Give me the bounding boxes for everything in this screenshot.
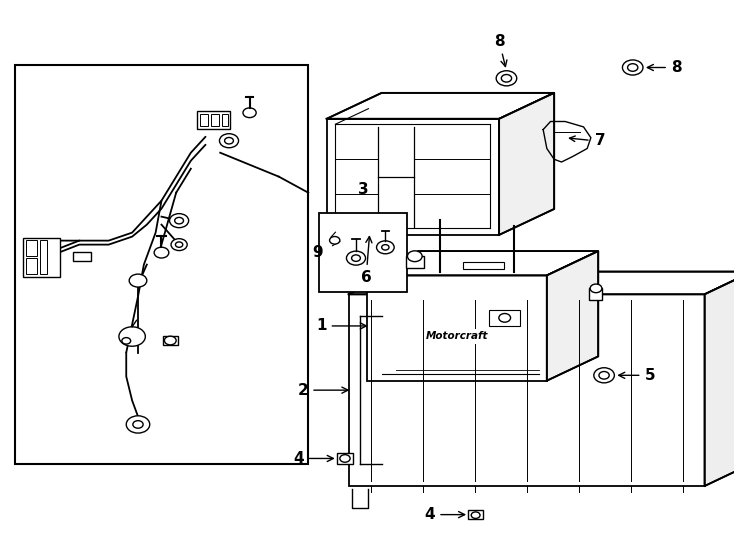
Bar	[222, 114, 228, 126]
Text: 6: 6	[360, 237, 372, 285]
Bar	[26, 240, 37, 256]
Circle shape	[129, 274, 147, 287]
Circle shape	[407, 251, 422, 261]
Bar	[26, 258, 37, 274]
Text: 4: 4	[425, 507, 465, 522]
Polygon shape	[705, 272, 734, 486]
Circle shape	[133, 421, 143, 428]
Circle shape	[496, 71, 517, 86]
Bar	[200, 114, 208, 126]
Text: 2: 2	[297, 383, 348, 397]
Circle shape	[122, 338, 131, 344]
Bar	[15, 65, 308, 464]
Bar	[319, 213, 407, 292]
Bar	[468, 510, 483, 519]
Polygon shape	[499, 93, 554, 235]
Text: 8: 8	[494, 33, 507, 66]
Bar	[337, 453, 353, 464]
Circle shape	[599, 372, 609, 379]
Bar	[211, 114, 219, 126]
Circle shape	[499, 314, 511, 322]
Text: 5: 5	[619, 368, 655, 383]
Circle shape	[352, 255, 360, 261]
Bar	[40, 240, 47, 274]
Circle shape	[382, 245, 389, 250]
Circle shape	[340, 455, 350, 462]
Text: 4: 4	[294, 451, 333, 466]
Circle shape	[330, 237, 340, 244]
Circle shape	[622, 60, 643, 75]
Bar	[197, 111, 230, 129]
Polygon shape	[547, 251, 598, 381]
Bar	[349, 294, 705, 486]
Polygon shape	[367, 251, 598, 275]
Bar	[490, 310, 520, 326]
Circle shape	[594, 368, 614, 383]
Bar	[406, 256, 424, 268]
Circle shape	[243, 108, 256, 118]
Text: 3: 3	[358, 182, 368, 197]
Circle shape	[590, 284, 602, 293]
Text: 9: 9	[312, 245, 322, 260]
Text: 8: 8	[647, 60, 681, 75]
Circle shape	[175, 218, 184, 224]
Circle shape	[164, 336, 176, 345]
Circle shape	[501, 75, 512, 82]
Circle shape	[175, 242, 183, 247]
Circle shape	[471, 512, 480, 518]
Bar	[73, 252, 91, 261]
Circle shape	[170, 214, 189, 228]
Polygon shape	[327, 93, 554, 119]
Text: Motorcraft: Motorcraft	[426, 332, 488, 341]
Circle shape	[628, 64, 638, 71]
Bar	[327, 119, 499, 235]
Circle shape	[154, 247, 169, 258]
Bar	[589, 288, 602, 300]
Circle shape	[119, 327, 145, 346]
Text: 7: 7	[595, 133, 605, 148]
Circle shape	[346, 251, 366, 265]
Circle shape	[377, 241, 394, 254]
Circle shape	[225, 138, 233, 144]
Bar	[23, 238, 60, 276]
Bar	[463, 262, 504, 269]
Circle shape	[171, 239, 187, 251]
Circle shape	[126, 416, 150, 433]
Bar	[163, 336, 178, 345]
Bar	[367, 275, 547, 381]
Polygon shape	[349, 272, 734, 294]
Circle shape	[219, 134, 239, 148]
Text: 1: 1	[316, 319, 366, 333]
